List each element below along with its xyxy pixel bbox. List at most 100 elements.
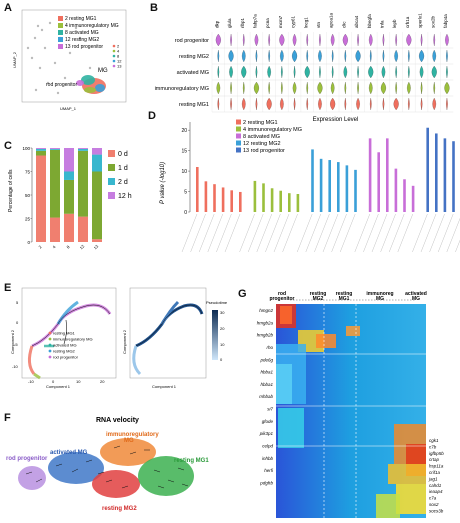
violin-shape — [432, 97, 437, 111]
violin-shape — [318, 49, 322, 63]
violin-gene-13: tnfa — [379, 20, 384, 28]
svg-text:resting MG1: resting MG1 — [53, 331, 76, 336]
heatmap-top-label-0: progenitor — [270, 296, 295, 302]
violin-shape — [368, 81, 373, 95]
c-legend-swatch-0 — [108, 150, 115, 157]
d-ylabel: P value (-log10) — [160, 162, 166, 204]
violin-gene-15: crh1a — [405, 16, 410, 28]
heatmap-right-gene-5: crif1a — [429, 470, 441, 475]
violin-shape — [355, 49, 361, 63]
c-ytick: 0 — [27, 240, 30, 245]
d-legend-entry-8: 8 activated MG — [243, 134, 280, 140]
violin-shape — [253, 81, 260, 95]
heatmap-blob-6 — [346, 326, 360, 336]
d-legend-swatch-8 — [236, 133, 241, 139]
violin-shape — [408, 49, 410, 63]
violin-shape — [382, 97, 385, 111]
svg-text:12: 12 — [117, 59, 122, 64]
svg-text:0: 0 — [16, 320, 19, 325]
heatmap-right-gene-11: socs3b — [429, 508, 444, 513]
violin-shape — [293, 97, 296, 111]
violin-shape — [394, 49, 398, 63]
panel-d-go-bars: 0 5 10 15 20 P value (-log10) 2 resting MG1 4 i… — [150, 112, 460, 292]
heatmap-blob-1 — [280, 306, 292, 324]
violin-shape — [304, 65, 310, 79]
c-bar-13-0 — [92, 239, 102, 242]
violin-shape — [342, 33, 348, 47]
violin-shape — [217, 97, 220, 111]
velocity-label-immunoreg: immunoregulatory — [106, 432, 159, 438]
heatmap-left-gene-13: herfi — [264, 468, 274, 473]
violin-shape — [267, 65, 271, 79]
heatmap-top-label-1: MG2 — [313, 296, 324, 302]
violin-gene-18: fabp4a — [443, 14, 448, 28]
heatmap-blob-5 — [276, 364, 292, 404]
violin-shape — [344, 97, 347, 111]
traj-ylabel-left: Component 2 — [10, 329, 15, 354]
heatmap-right-gene-8: ieaap4 — [429, 489, 443, 494]
d-bar-3-4 — [403, 179, 406, 212]
velocity-label-rest1: resting MG1 — [174, 458, 209, 464]
d-bar-0-4 — [230, 190, 233, 212]
umap-ylabel: UMAP_2 — [12, 51, 17, 68]
legend-entry-12: 12 resting MG2 — [65, 37, 99, 43]
legend-swatch-12 — [58, 37, 63, 42]
umap-xlabel: UMAP_1 — [60, 106, 77, 111]
violin-shape — [418, 49, 425, 63]
c-ytick: 100 — [22, 146, 30, 151]
violin-shape — [420, 97, 423, 111]
heatmap-left-gene-5: hbba1 — [260, 370, 273, 375]
violin-shape — [306, 81, 309, 95]
heatmap-right-gene-4: hsp11a — [429, 464, 444, 469]
violin-shape — [408, 65, 410, 79]
d-bar-0-5 — [239, 191, 242, 212]
legend-entry-4: 4 immunoregulatory MG — [65, 23, 119, 29]
c-bar-2-3 — [36, 148, 46, 149]
violin-shape — [254, 33, 259, 47]
legend-swatch-8 — [58, 30, 63, 35]
violin-shape — [268, 33, 270, 47]
violin-shape — [343, 65, 348, 79]
violin-shape — [408, 97, 410, 111]
heatmap-right-gene-7: cahd1 — [429, 483, 442, 488]
c-bar-12-3 — [78, 148, 88, 149]
panel-label-f: F — [4, 412, 11, 424]
heatmap-left-gene-0: hmgn2 — [259, 308, 273, 313]
d-bar-3-5 — [411, 185, 415, 212]
umap-mini-legend: 2 4 8 12 13 — [112, 44, 122, 69]
d-bar-4-3 — [452, 141, 455, 212]
d-legend-swatch-13 — [236, 147, 241, 153]
heatmap-blob-12 — [376, 494, 400, 518]
violin-shape — [431, 65, 437, 79]
violin-shape — [357, 65, 359, 79]
svg-text:10: 10 — [76, 379, 81, 384]
velocity-label-activated: activated MG — [50, 450, 88, 456]
violin-gene-5: mcm7 — [278, 15, 283, 28]
violin-shape — [318, 97, 322, 111]
d-bar-2-0 — [311, 149, 314, 212]
heatmap-right-gene-3: crtap — [429, 457, 440, 462]
violin-gene-2: rlbp1 — [240, 17, 245, 28]
c-bar-8-3 — [64, 148, 74, 172]
c-bar-4-0 — [50, 217, 60, 242]
violin-row-3: immunoregulatory MG — [155, 86, 209, 92]
heatmap-left-gene-7: mhbab — [259, 394, 273, 399]
violin-shape — [242, 81, 245, 95]
violin-shape — [382, 33, 385, 47]
c-ylabel: Percentage of cells — [8, 169, 14, 212]
heatmap-left-gene-14: pdgfrb — [259, 480, 273, 485]
d-bar-2-3 — [337, 162, 340, 212]
svg-text:20: 20 — [100, 379, 105, 384]
d-bar-0-3 — [221, 187, 225, 212]
c-legend-swatch-3 — [108, 192, 115, 199]
panel-label-b: B — [150, 2, 158, 14]
legend-swatch-2 — [58, 16, 63, 21]
violin-row-4: resting MG1 — [179, 102, 209, 108]
d-bar-2-4 — [345, 165, 349, 212]
svg-text:5: 5 — [16, 300, 19, 305]
c-xtick: 2 — [37, 244, 43, 250]
violin-shape — [281, 81, 283, 95]
velocity-title: RNA velocity — [96, 417, 139, 424]
d-bar-2-5 — [354, 169, 357, 212]
violin-shape — [331, 65, 334, 79]
